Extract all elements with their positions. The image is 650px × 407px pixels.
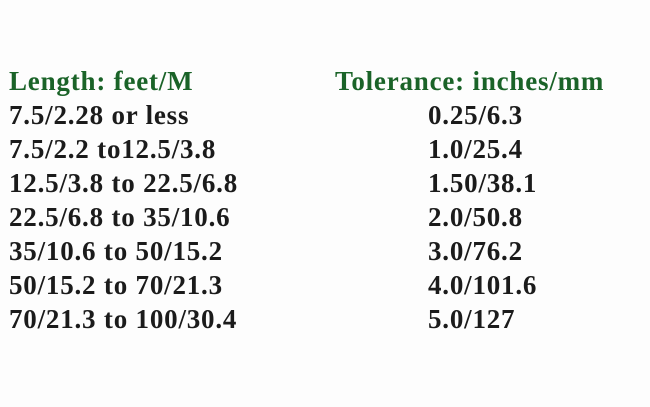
length-row: 12.5/3.8 to 22.5/6.8 [9, 168, 238, 198]
tolerance-column: Tolerance: inches/mm 0.25/6.3 1.0/25.4 1… [335, 64, 604, 336]
tolerance-row: 1.0/25.4 [428, 134, 523, 164]
length-row: 50/15.2 to 70/21.3 [9, 270, 223, 300]
tolerance-row: 3.0/76.2 [428, 236, 523, 266]
length-row: 7.5/2.2 to12.5/3.8 [9, 134, 217, 164]
length-row: 7.5/2.28 or less [9, 100, 190, 130]
tolerance-row: 2.0/50.8 [428, 202, 523, 232]
length-row: 22.5/6.8 to 35/10.6 [9, 202, 231, 232]
tolerance-row: 4.0/101.6 [428, 270, 538, 300]
length-column: Length: feet/M 7.5/2.28 or less 7.5/2.2 … [9, 64, 238, 336]
tolerance-row: 1.50/38.1 [428, 168, 538, 198]
tolerance-column-header: Tolerance: inches/mm [335, 66, 605, 96]
length-row: 70/21.3 to 100/30.4 [9, 304, 238, 334]
length-row: 35/10.6 to 50/15.2 [9, 236, 223, 266]
tolerance-row: 0.25/6.3 [428, 100, 523, 130]
tolerance-row: 5.0/127 [428, 304, 516, 334]
length-column-header: Length: feet/M [9, 66, 194, 96]
